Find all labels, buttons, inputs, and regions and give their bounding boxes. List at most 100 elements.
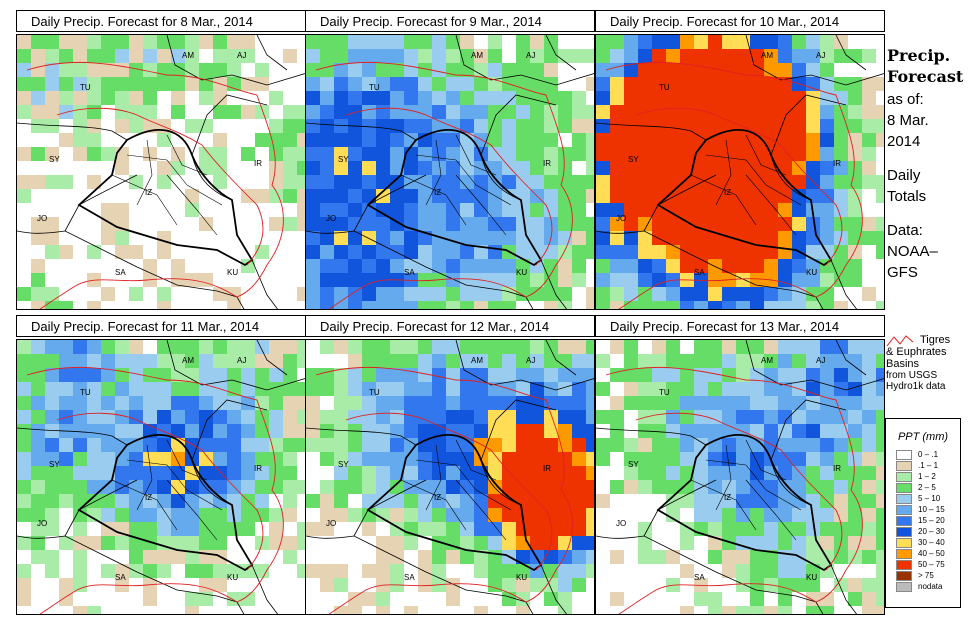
- precip-cell: [806, 133, 820, 147]
- precip-cell: [297, 175, 305, 189]
- precip-cell: [876, 301, 884, 309]
- precip-cell: [834, 147, 848, 161]
- precip-cell: [460, 77, 474, 91]
- precip-cell: [185, 77, 199, 91]
- precip-cell: [736, 564, 750, 578]
- precip-cell: [87, 368, 101, 382]
- precip-cell: [59, 245, 73, 259]
- precip-cell: [31, 396, 45, 410]
- precip-cell: [778, 105, 792, 119]
- precip-cell: [241, 466, 255, 480]
- precip-cell: [255, 105, 269, 119]
- precip-cell: [764, 480, 778, 494]
- precip-cell: [666, 189, 680, 203]
- precip-cell: [241, 368, 255, 382]
- precip-cell: [586, 119, 594, 133]
- precip-cell: [638, 536, 652, 550]
- precip-cell: [694, 368, 708, 382]
- precip-cell: [157, 245, 171, 259]
- precip-cell: [320, 217, 334, 231]
- precip-cell: [764, 161, 778, 175]
- precip-cell: [722, 340, 736, 354]
- ppt-legend-title: PPT (mm): [897, 431, 949, 443]
- precip-cell: [680, 564, 694, 578]
- precip-cell: [596, 259, 610, 273]
- precip-cell: [432, 368, 446, 382]
- precip-cell: [624, 452, 638, 466]
- precip-cell: [404, 63, 418, 77]
- precip-cell: [624, 273, 638, 287]
- precip-cell: [297, 564, 305, 578]
- precip-cell: [418, 91, 432, 105]
- precip-cell: [558, 592, 572, 606]
- precip-cell: [432, 466, 446, 480]
- precip-cell: [101, 340, 115, 354]
- precip-cell: [157, 35, 171, 49]
- precip-cell: [59, 49, 73, 63]
- precip-cell: [59, 35, 73, 49]
- precip-cell: [638, 133, 652, 147]
- precip-cell: [334, 301, 348, 309]
- precip-cell: [736, 522, 750, 536]
- precip-cell: [694, 49, 708, 63]
- precip-cell: [736, 494, 750, 508]
- precip-cell: [488, 368, 502, 382]
- precip-cell: [320, 424, 334, 438]
- precip-cell: [708, 77, 722, 91]
- precip-cell: [624, 77, 638, 91]
- precip-cell: [750, 231, 764, 245]
- precip-cell: [320, 231, 334, 245]
- precip-cell: [502, 119, 516, 133]
- precip-cell: [876, 564, 884, 578]
- precip-cell: [334, 63, 348, 77]
- precip-cell: [213, 564, 227, 578]
- precip-cell: [241, 564, 255, 578]
- precip-cell: [596, 147, 610, 161]
- precip-cell: [348, 161, 362, 175]
- precip-cell: [502, 410, 516, 424]
- precip-cell: [269, 466, 283, 480]
- precip-cell: [502, 480, 516, 494]
- precip-cell: [348, 203, 362, 217]
- basin-outline: [26, 61, 284, 309]
- precip-cell: [680, 494, 694, 508]
- precip-cell: [666, 354, 680, 368]
- precip-cell: [376, 382, 390, 396]
- precip-cell: [143, 494, 157, 508]
- precip-cell: [596, 77, 610, 91]
- precip-cell: [283, 161, 297, 175]
- legend-item: 5 – 10: [896, 493, 960, 504]
- precip-cell: [666, 287, 680, 301]
- precip-cell: [227, 494, 241, 508]
- precip-cell: [680, 354, 694, 368]
- precip-cell: [115, 77, 129, 91]
- precip-cell: [460, 203, 474, 217]
- country-label: KU: [806, 573, 817, 582]
- precip-cell: [348, 147, 362, 161]
- precip-cell: [390, 91, 404, 105]
- precip-cell: [544, 49, 558, 63]
- precip-cell: [586, 354, 594, 368]
- precip-cell: [610, 77, 624, 91]
- precip-cell: [446, 77, 460, 91]
- precip-cell: [586, 438, 594, 452]
- precip-cell: [59, 382, 73, 396]
- precip-cell: [376, 259, 390, 273]
- precip-cell: [862, 494, 876, 508]
- precip-cell: [652, 133, 666, 147]
- precip-cell: [362, 368, 376, 382]
- basin-legend: Tigres & Euphrates Basins from USGS Hydr…: [886, 334, 970, 392]
- precip-cell: [334, 161, 348, 175]
- precip-cell: [572, 354, 586, 368]
- precip-cell: [638, 259, 652, 273]
- precip-cell: [227, 592, 241, 606]
- precip-cell: [255, 494, 269, 508]
- country-label: SA: [404, 573, 415, 582]
- precip-cell: [834, 245, 848, 259]
- legend-label: 2 – 5: [918, 483, 936, 492]
- precip-cell: [474, 564, 488, 578]
- precip-cell: [862, 522, 876, 536]
- precip-cell: [544, 119, 558, 133]
- precip-cell: [185, 35, 199, 49]
- precip-cell: [876, 550, 884, 564]
